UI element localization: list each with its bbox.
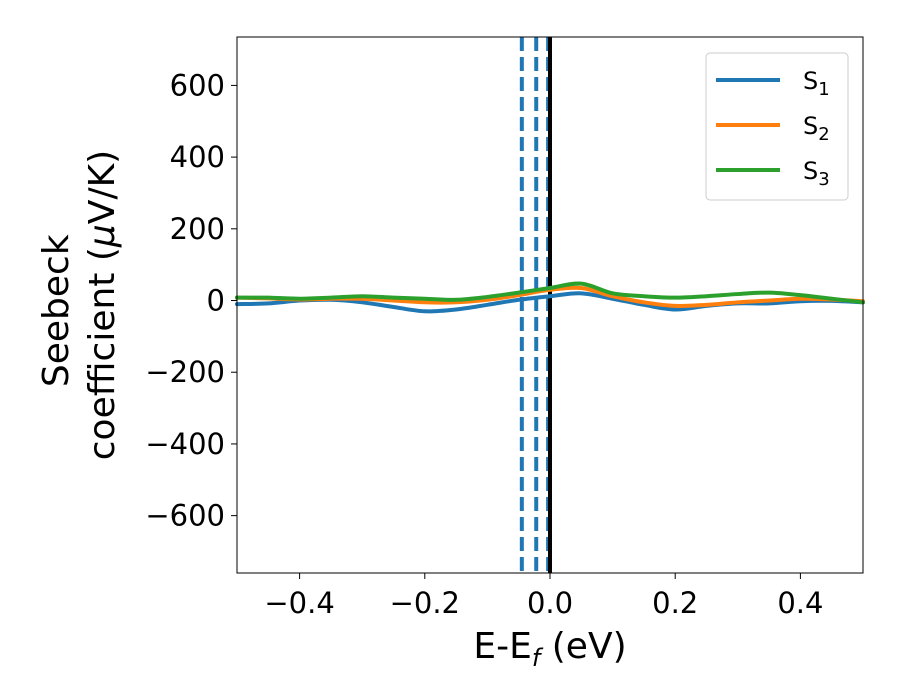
legend-label-s1: S1 (803, 67, 830, 100)
y-tick-label: −400 (145, 427, 225, 461)
series-lines (235, 281, 865, 314)
legend-label-s2: S2 (803, 112, 830, 145)
legend-label-s3: S3 (803, 157, 830, 190)
x-axis-ticks: −0.4 −0.2 0.0 0.2 0.4 (264, 573, 823, 620)
y-tick-label: −200 (145, 355, 225, 389)
y-tick-label: 0 (207, 284, 225, 318)
x-tick-label: 0.0 (527, 586, 573, 620)
y-axis-label: Seebeck coefficient (μV/K) (36, 150, 123, 460)
y-tick-label: 600 (170, 68, 225, 102)
x-tick-label: 0.4 (777, 586, 823, 620)
x-tick-label: 0.2 (652, 586, 698, 620)
reference-lines (519, 37, 552, 573)
y-tick-label: −600 (145, 499, 225, 533)
x-axis-label: E-Ef (eV) (473, 626, 626, 672)
x-tick-label: −0.4 (264, 586, 334, 620)
series-line-s3 (235, 281, 865, 305)
y-axis-ticks: −600 −400 −200 0 200 400 600 (145, 68, 237, 533)
x-tick-label: −0.2 (390, 586, 460, 620)
legend: S1 S2 S3 (705, 52, 849, 201)
y-tick-label: 400 (170, 140, 225, 174)
y-tick-label: 200 (170, 212, 225, 246)
